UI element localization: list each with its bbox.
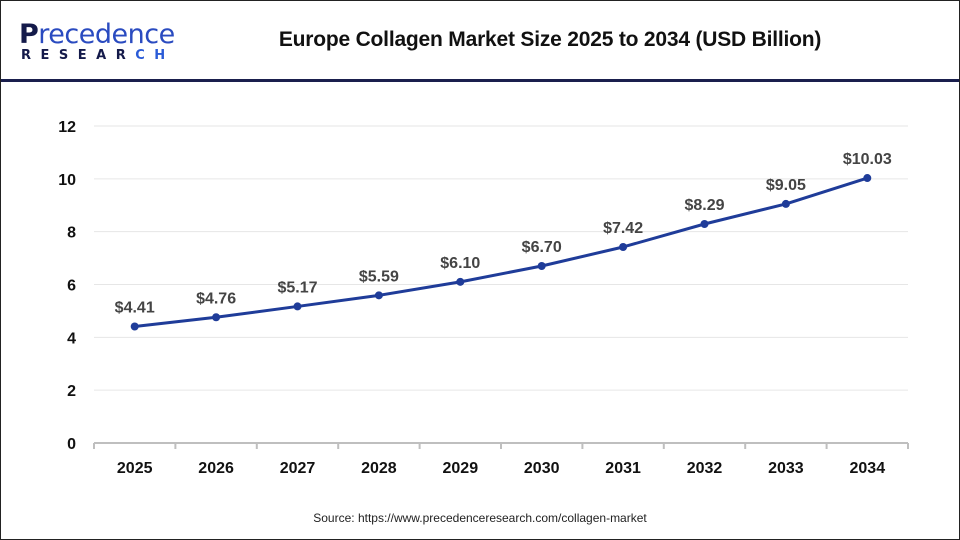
data-point bbox=[212, 313, 221, 322]
data-point bbox=[700, 220, 709, 229]
x-tick-label: 2027 bbox=[280, 460, 316, 477]
x-tick-label: 2029 bbox=[443, 460, 479, 477]
data-label: $5.59 bbox=[359, 268, 399, 285]
y-tick-label: 12 bbox=[58, 119, 76, 136]
data-label: $5.17 bbox=[277, 279, 317, 296]
data-label: $4.41 bbox=[115, 300, 155, 317]
chart-title: Europe Collagen Market Size 2025 to 2034… bbox=[278, 28, 822, 51]
y-tick-label: 0 bbox=[67, 436, 76, 453]
x-tick-label: 2025 bbox=[117, 460, 153, 477]
header: Precedence RESEARCH Europe Collagen Mark… bbox=[1, 1, 959, 82]
data-label: $6.10 bbox=[440, 255, 480, 272]
data-label: $8.29 bbox=[684, 197, 724, 214]
x-tick-label: 2026 bbox=[198, 460, 234, 477]
data-point bbox=[537, 262, 546, 271]
data-point bbox=[781, 199, 790, 208]
y-tick-label: 2 bbox=[67, 383, 76, 400]
y-tick-label: 4 bbox=[67, 330, 76, 347]
x-tick-label: 2031 bbox=[605, 460, 641, 477]
x-tick-label: 2034 bbox=[850, 460, 886, 477]
data-point bbox=[619, 242, 628, 251]
data-point bbox=[374, 291, 383, 300]
data-label: $4.76 bbox=[196, 290, 236, 307]
series-line bbox=[134, 176, 868, 328]
x-tick-label: 2028 bbox=[361, 460, 397, 477]
source-note: Source: https://www.precedenceresearch.c… bbox=[313, 511, 647, 525]
data-point bbox=[456, 277, 465, 286]
data-point bbox=[863, 174, 872, 183]
data-point bbox=[130, 322, 139, 331]
precedence-research-logo: Precedence RESEARCH bbox=[19, 19, 175, 63]
data-label: $10.03 bbox=[843, 151, 892, 168]
x-tick-label: 2033 bbox=[768, 460, 804, 477]
data-point bbox=[293, 302, 302, 311]
y-tick-label: 8 bbox=[67, 225, 76, 242]
data-label: $9.05 bbox=[766, 177, 806, 194]
data-label: $6.70 bbox=[522, 239, 562, 256]
x-tick-label: 2030 bbox=[524, 460, 560, 477]
x-tick-label: 2032 bbox=[687, 460, 723, 477]
y-tick-label: 6 bbox=[67, 278, 76, 295]
y-tick-label: 10 bbox=[58, 172, 76, 189]
data-label: $7.42 bbox=[603, 220, 643, 237]
